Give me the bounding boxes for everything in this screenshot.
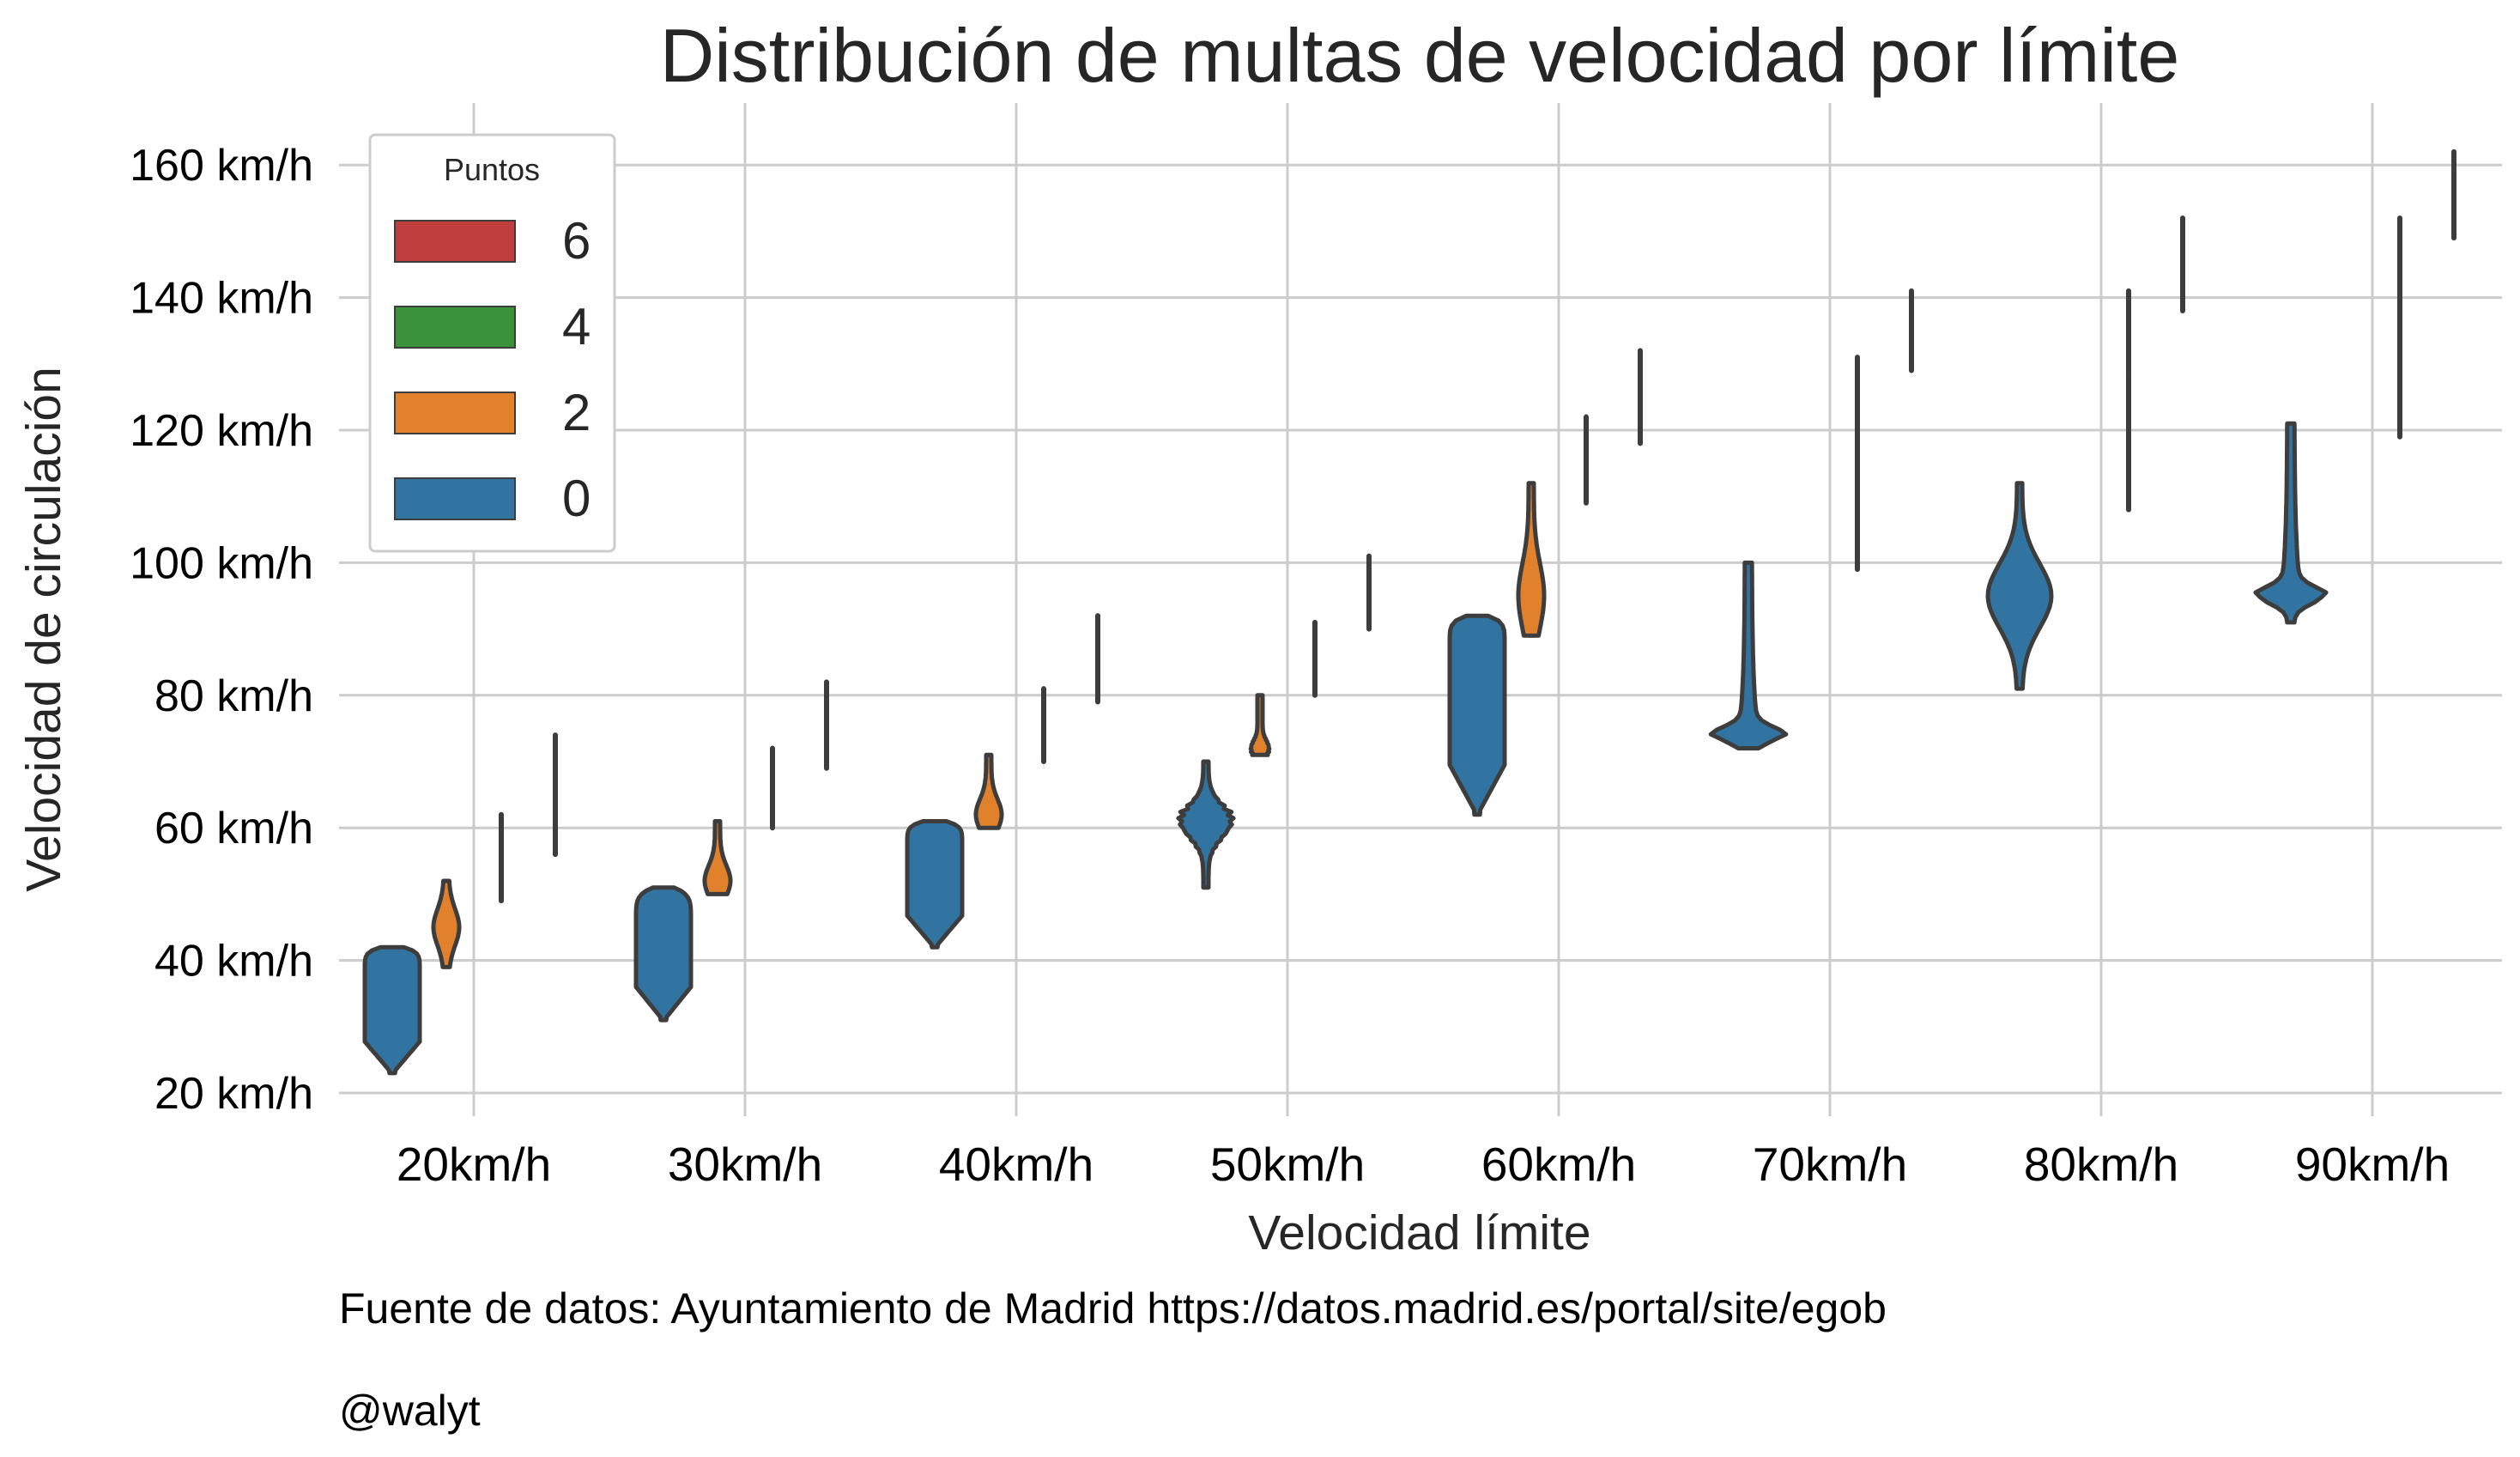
- footer-author: @walyt: [339, 1387, 481, 1435]
- grid-lines: [339, 103, 2502, 1116]
- violin-mark: [431, 878, 462, 969]
- x-tick-label: 70km/h: [1753, 1138, 1907, 1191]
- violins: [362, 149, 2456, 1076]
- y-tick-label: 20 km/h: [154, 1069, 313, 1119]
- legend-entries: 6 4 2 0: [394, 212, 591, 527]
- legend: Puntos 6 4 2 0: [368, 133, 616, 553]
- y-tick-label: 100 km/h: [130, 538, 313, 588]
- x-axis-label: Velocidad límite: [1248, 1205, 1590, 1260]
- violin-mark: [362, 944, 422, 1076]
- violin-mark: [702, 819, 733, 896]
- violin-mark: [1447, 613, 1507, 817]
- x-tick-label: 20km/h: [397, 1138, 551, 1191]
- x-tick-label: 80km/h: [2024, 1138, 2178, 1191]
- legend-swatch: [394, 220, 516, 263]
- legend-title: Puntos: [444, 152, 540, 187]
- chart-title: Distribución de multas de velocidad por …: [660, 13, 2180, 98]
- legend-swatch: [394, 306, 516, 349]
- x-axis-ticks: 20km/h 30km/h 40km/h 50km/h 60km/h 70km/h 80km…: [397, 1138, 2450, 1191]
- violin-mark: [1708, 560, 1789, 751]
- x-tick-label: 50km/h: [1210, 1138, 1365, 1191]
- legend-swatch: [394, 477, 516, 520]
- legend-label: 2: [562, 384, 591, 441]
- legend-label: 4: [562, 298, 591, 355]
- y-axis-label: Velocidad de circulación: [16, 367, 71, 892]
- violin-mark: [1985, 481, 2054, 691]
- legend-label: 0: [562, 470, 591, 527]
- y-tick-label: 40 km/h: [154, 937, 313, 987]
- violin-mark: [1248, 693, 1272, 757]
- y-tick-label: 160 km/h: [130, 141, 313, 191]
- violin-mark: [1176, 759, 1236, 890]
- legend-label: 6: [562, 212, 591, 270]
- violin-mark: [973, 752, 1004, 830]
- x-tick-label: 60km/h: [1481, 1138, 1636, 1191]
- y-axis-ticks: 20 km/h 40 km/h 60 km/h 80 km/h 100 km/h 120 …: [130, 141, 313, 1119]
- y-tick-label: 120 km/h: [130, 406, 313, 456]
- violin-mark: [905, 819, 965, 950]
- x-tick-label: 30km/h: [668, 1138, 822, 1191]
- y-tick-label: 80 km/h: [154, 671, 313, 721]
- x-tick-label: 90km/h: [2295, 1138, 2450, 1191]
- x-tick-label: 40km/h: [939, 1138, 1093, 1191]
- legend-swatch: [394, 392, 516, 434]
- footer-source: Fuente de datos: Ayuntamiento de Madrid …: [339, 1284, 1887, 1333]
- violin-mark: [633, 885, 694, 1023]
- violin-mark: [2253, 421, 2329, 625]
- y-tick-label: 140 km/h: [130, 274, 313, 324]
- y-tick-label: 60 km/h: [154, 804, 313, 853]
- violin-mark: [1516, 481, 1547, 638]
